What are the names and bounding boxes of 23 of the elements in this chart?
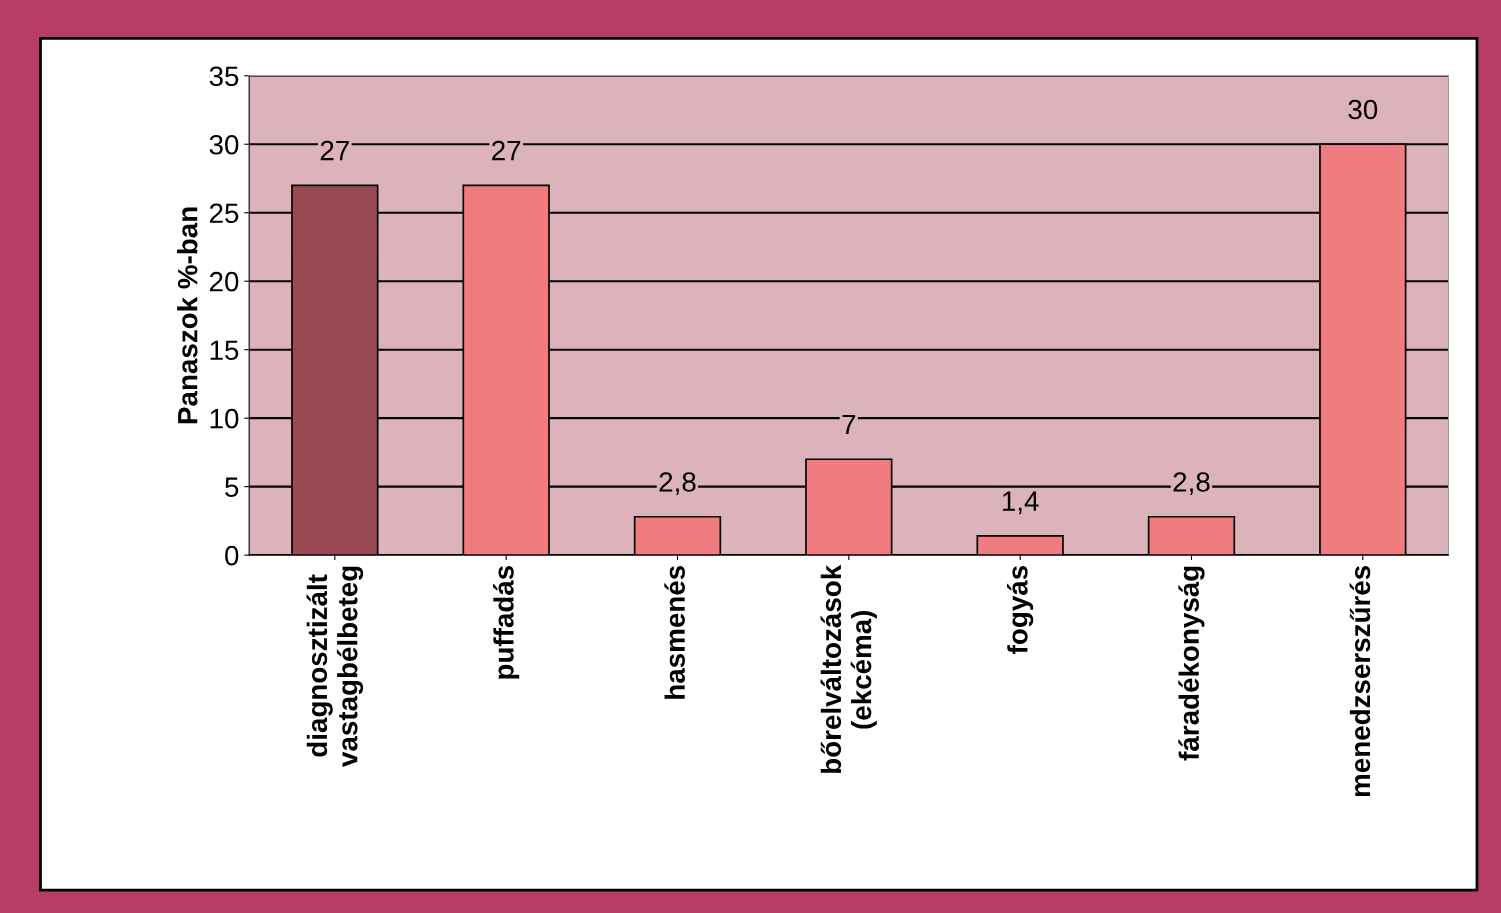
y-tick-label: 0 (225, 545, 239, 566)
x-tick-label: fáradékonyság (1178, 566, 1205, 761)
x-tick-label: hasmenés (664, 565, 685, 699)
y-tick-label: 5 (225, 477, 239, 497)
x-tick-label: menedzserszűrés (1349, 565, 1371, 797)
y-axis-title: Panaszok %-ban (177, 207, 198, 424)
data-label: 2,8 (1173, 472, 1210, 496)
data-label: 1,4 (1002, 491, 1039, 515)
y-tick-label: 25 (209, 203, 239, 224)
x-tick-label: diagnosztizált vastagbélbeteg (306, 566, 364, 767)
data-label: 30 (1348, 99, 1378, 120)
data-label: 27 (492, 140, 521, 161)
y-tick-label: 15 (210, 340, 239, 361)
y-tick-label: 30 (209, 134, 239, 155)
y-tick-label: 35 (209, 66, 239, 87)
data-label: 2,8 (659, 472, 696, 496)
x-tick-label: fogyás (1007, 565, 1034, 654)
x-tick-label: bőrelváltozások (ekcéma) (820, 564, 877, 773)
y-tick-label: 10 (210, 408, 239, 429)
y-tick-label: 20 (209, 271, 239, 292)
x-tick-label: puffadás (493, 565, 520, 679)
data-label: 7 (842, 414, 856, 435)
data-label: 27 (320, 140, 349, 161)
